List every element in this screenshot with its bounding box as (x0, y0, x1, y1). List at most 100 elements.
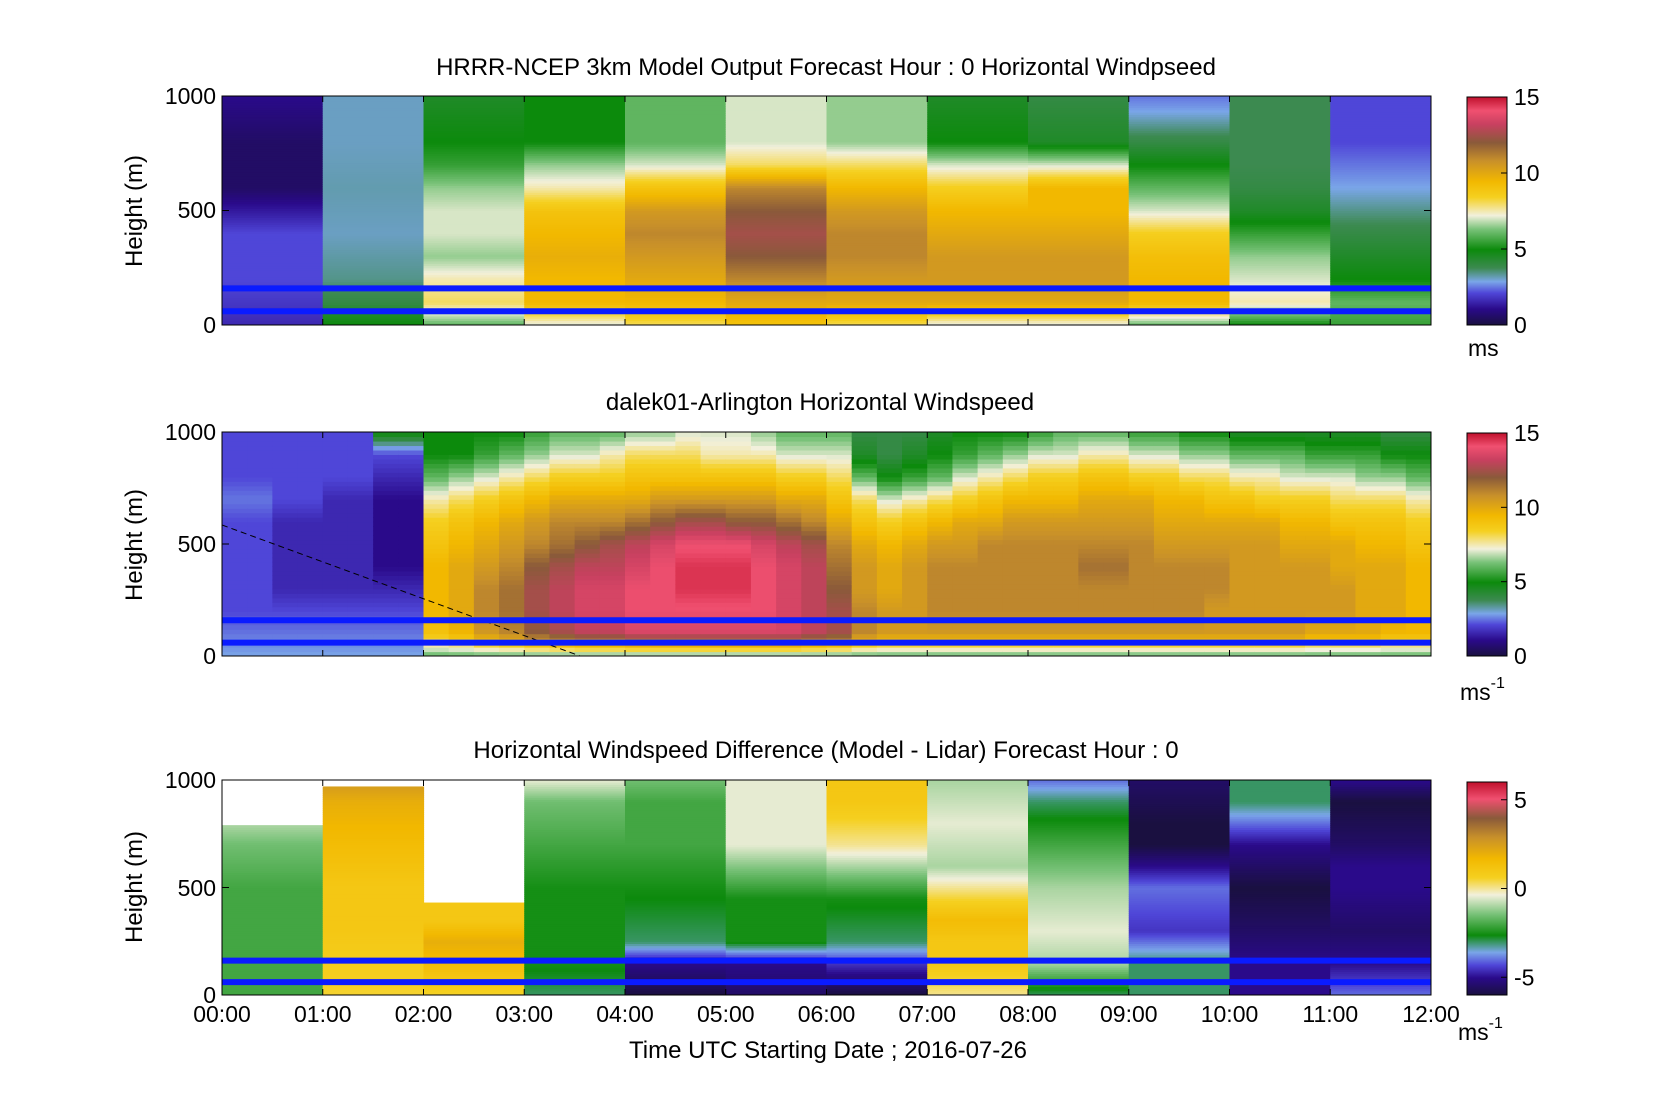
heatmap-cell (625, 224, 727, 228)
heatmap-cell (776, 579, 802, 585)
heatmap-cell (927, 881, 1029, 884)
heatmap-cell (1179, 481, 1205, 487)
heatmap-cell (1128, 624, 1155, 630)
heatmap-cell (1128, 928, 1231, 932)
heatmap-cell (625, 440, 651, 447)
heatmap-cell (927, 818, 1029, 822)
heatmap-cell (826, 173, 928, 177)
heatmap-cell (1330, 584, 1357, 590)
heatmap-cell (725, 244, 828, 248)
heatmap-cell (347, 633, 374, 639)
heatmap-cell (650, 458, 676, 464)
heatmap-cell (927, 930, 1029, 934)
heatmap-cell (625, 881, 727, 884)
heatmap-cell (297, 575, 324, 581)
heatmap-cell (322, 921, 425, 925)
heatmap-cell (927, 904, 1029, 908)
heatmap-cell (625, 557, 651, 563)
heatmap-cell (650, 517, 676, 523)
heatmap-cell (1128, 833, 1231, 837)
heatmap-cell (625, 799, 727, 803)
heatmap-cell (750, 485, 777, 491)
heatmap-cell (1103, 602, 1130, 608)
heatmap-cell (927, 258, 1029, 262)
heatmap-cell (1380, 490, 1407, 496)
heatmap-cell (826, 208, 928, 212)
heatmap-cell (675, 593, 702, 599)
heatmap-cell (927, 114, 1029, 118)
heatmap-cell (725, 281, 828, 285)
heatmap-cell (222, 552, 248, 559)
heatmap-cell (247, 476, 273, 482)
heatmap-cell (675, 588, 702, 594)
heatmap-cell (826, 801, 928, 805)
heatmap-cell (1305, 508, 1331, 514)
heatmap-cell (322, 539, 349, 545)
heatmap-cell (1330, 939, 1431, 942)
heatmap-cell (675, 539, 702, 545)
heatmap-cell (448, 557, 475, 563)
heatmap-cell (1380, 629, 1407, 635)
heatmap-cell (473, 535, 500, 541)
heatmap-cell (222, 134, 324, 138)
heatmap-cell (1028, 850, 1130, 854)
heatmap-cell (725, 904, 828, 908)
heatmap-cell (1380, 566, 1407, 572)
heatmap-cell (826, 265, 928, 269)
heatmap-cell (1380, 449, 1407, 455)
heatmap-cell (1153, 535, 1180, 541)
heatmap-cell (801, 593, 828, 599)
heatmap-cell (1229, 226, 1331, 230)
heatmap-cell (826, 114, 928, 118)
heatmap-cell (625, 454, 651, 460)
heatmap-cell (574, 449, 601, 455)
heatmap-cell (750, 472, 777, 478)
heatmap-cell (1229, 192, 1331, 196)
heatmap-cell (1305, 570, 1331, 576)
heatmap-cell (826, 936, 928, 940)
heatmap-cell (826, 881, 928, 884)
heatmap-cell (1330, 247, 1431, 251)
heatmap-cell (750, 602, 777, 608)
heatmap-cell (725, 530, 752, 536)
heatmap-cell (1078, 593, 1105, 599)
heatmap-cell (1330, 180, 1431, 184)
heatmap-cell (524, 848, 626, 852)
heatmap-cell (1128, 784, 1231, 788)
heatmap-cell (1330, 205, 1431, 209)
heatmap-cell (1330, 606, 1357, 612)
heatmap-cell (347, 481, 374, 487)
heatmap-cell (222, 205, 324, 209)
heatmap-cell (1229, 102, 1331, 106)
heatmap-cell (650, 454, 676, 460)
heatmap-cell (625, 162, 727, 166)
heatmap-cell (322, 842, 425, 846)
heatmap-cell (247, 557, 273, 563)
heatmap-cell (448, 454, 475, 460)
heatmap-cell (423, 624, 450, 630)
heatmap-cell (222, 481, 248, 487)
heatmap-cell (1380, 561, 1407, 567)
heatmap-cell (826, 850, 928, 854)
heatmap-cell (700, 503, 727, 509)
heatmap-cell (625, 228, 727, 232)
heatmap-cell (222, 274, 324, 278)
heatmap-cell (826, 526, 853, 532)
heatmap-cell (322, 943, 425, 947)
heatmap-cell (625, 820, 727, 824)
heatmap-cell (927, 900, 1029, 904)
heatmap-cell (297, 517, 324, 523)
heatmap-cell (1128, 265, 1231, 269)
heatmap-cell (725, 891, 828, 895)
heatmap-cell (423, 217, 525, 221)
heatmap-cell (826, 315, 928, 319)
heatmap-cell (725, 171, 828, 175)
heatmap-cell (1330, 792, 1431, 796)
heatmap-cell (625, 898, 727, 901)
heatmap-cell (448, 544, 475, 550)
heatmap-cell (1028, 807, 1130, 811)
heatmap-cell (423, 432, 450, 438)
heatmap-cell (549, 624, 576, 630)
heatmap-cell (222, 934, 324, 938)
heatmap-cell (1330, 593, 1357, 599)
